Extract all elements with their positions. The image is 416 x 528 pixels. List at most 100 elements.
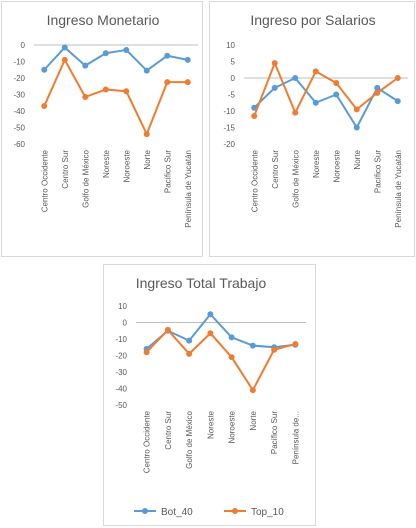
x-tick-label: Norte [249,410,258,430]
y-tick-label: -50 [13,124,25,133]
data-point-bot_40 [312,99,319,106]
data-point-top_10 [333,79,340,86]
data-point-top_10 [353,106,360,113]
x-tick-label: Norte [143,149,152,169]
chart-ingreso-total-trabajo: Ingreso Total Trabajo 10 0 -10 -20 -30 -40 -50 C… [115,275,306,518]
x-tick-label: Pacífico Sur [163,150,172,193]
y-tick-label: -15 [223,124,235,133]
chart-panel-ingreso-total-trabajo: Ingreso Total Trabajo 10 0 -10 -20 -30 -40 -50 C… [103,264,316,526]
data-point-bot_40 [333,91,340,98]
x-tick-label: Centro Sur [164,411,173,450]
y-tick-label: -10 [13,58,25,67]
x-tick-label: Centro Occidente [40,149,49,212]
data-point-top_10 [61,56,68,63]
data-point-bot_40 [143,67,150,74]
data-point-bot_40 [123,46,130,53]
x-tick-label: Centro Sur [61,150,70,189]
x-tick-label: Noreste [102,149,111,178]
y-tick-label: -40 [115,385,127,394]
y-tick-label: -20 [115,352,127,361]
data-point-bot_40 [374,84,381,91]
y-tick-label: -50 [115,401,127,410]
y-tick-label: -20 [13,74,25,83]
data-point-top_10 [164,326,171,333]
chart-ingreso-monetario: Ingreso Monetario 0 -10 -20 -30 -40 -50 -60 Cent… [13,12,198,228]
chart-ingreso-salarios: Ingreso por Salarios 10 5 0 -5 -10 -15 -20 Centr… [223,12,408,228]
data-point-bot_40 [353,124,360,131]
x-tick-label: Centro Sur [271,150,280,189]
y-tick-label: -20 [223,140,235,149]
y-tick-label: -10 [115,335,127,344]
data-point-bot_40 [292,75,299,81]
series-line-bot_40 [145,313,296,350]
x-tick-label: Pacífico Sur [373,150,382,193]
data-point-top_10 [271,346,278,353]
legend-marker [232,508,238,514]
data-point-bot_40 [184,56,191,63]
x-tick-label: Península de... [291,411,300,464]
data-point-top_10 [102,86,109,93]
data-point-top_10 [41,103,48,110]
y-tick-label: 5 [231,58,236,67]
data-point-top_10 [82,93,89,100]
y-tick-label: -10 [223,107,235,116]
y-tick-label: 0 [21,41,26,50]
legend-marker [142,508,148,514]
data-point-top_10 [123,88,130,95]
series-line-bot_40 [43,46,188,72]
x-tick-label: Golfo de México [81,149,90,207]
data-point-top_10 [249,387,256,394]
chart-panel-ingreso-salarios: Ingreso por Salarios 10 5 0 -5 -10 -15 -20 Centr… [209,1,415,257]
data-point-bot_40 [82,62,89,69]
data-point-top_10 [292,340,299,347]
data-point-top_10 [184,79,191,86]
chart-panel-ingreso-monetario: Ingreso Monetario 0 -10 -20 -30 -40 -50 -60 Cent… [1,1,203,257]
data-point-top_10 [394,75,401,81]
chart-title: Ingreso Total Trabajo [136,275,267,291]
x-tick-label: Pacífico Sur [270,411,279,454]
data-point-bot_40 [251,104,258,111]
y-tick-label: 0 [231,74,236,83]
data-point-bot_40 [164,52,171,59]
x-tick-label: Noroeste [122,149,131,182]
x-tick-label: Península de Yucatán [394,150,403,228]
data-point-bot_40 [207,311,214,318]
x-tick-label: Centro Occidente [143,410,152,473]
data-point-top_10 [143,349,150,356]
data-point-top_10 [228,354,235,361]
y-tick-label: 0 [123,319,128,328]
x-tick-label: Centro Occidente [250,149,259,212]
y-tick-label: -40 [13,107,25,116]
data-point-top_10 [292,109,299,116]
x-tick-label: Noreste [312,149,321,178]
y-tick-label: -30 [115,368,127,377]
data-point-top_10 [164,79,171,86]
data-point-top_10 [271,60,278,67]
series-line-top_10 [145,328,296,392]
chart-title: Ingreso por Salarios [250,12,375,28]
x-tick-label: Golfo de México [185,410,194,468]
chart-title: Ingreso Monetario [47,12,160,28]
data-point-top_10 [207,330,214,337]
data-point-top_10 [251,112,258,119]
data-point-top_10 [312,68,319,75]
series-line-top_10 [43,58,188,136]
data-point-bot_40 [61,44,68,51]
data-point-bot_40 [228,334,235,341]
x-tick-label: Noroeste [332,149,341,182]
data-point-bot_40 [249,342,256,349]
x-tick-label: Noroeste [228,410,237,443]
data-point-top_10 [186,350,193,357]
y-tick-label: -60 [13,140,25,149]
data-point-bot_40 [394,98,401,105]
data-point-bot_40 [102,50,109,57]
y-tick-label: -5 [228,91,236,100]
x-tick-label: Norte [353,149,362,169]
data-point-top_10 [374,89,381,96]
y-tick-label: 10 [226,41,235,50]
data-point-bot_40 [271,84,278,91]
data-point-bot_40 [186,337,193,344]
legend-label: Bot_40 [161,507,193,518]
data-point-bot_40 [41,66,48,73]
x-tick-label: Península de Yucatán [184,150,193,228]
